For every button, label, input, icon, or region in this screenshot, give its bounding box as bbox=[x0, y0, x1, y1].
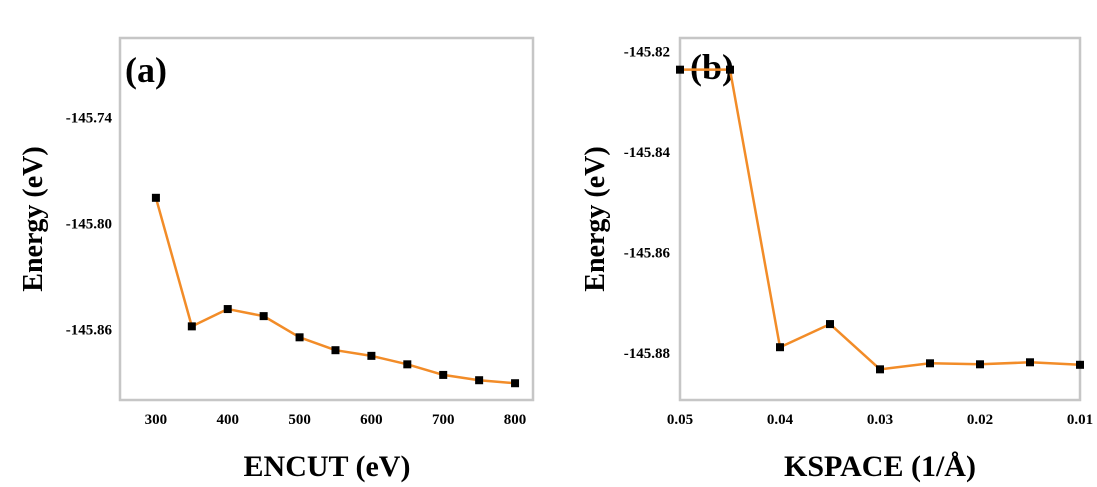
data-point bbox=[223, 305, 232, 314]
data-point bbox=[1026, 358, 1034, 367]
x-tick-label: 600 bbox=[360, 412, 383, 428]
data-point bbox=[726, 65, 734, 74]
data-point bbox=[826, 320, 834, 329]
x-tick-labels-a: 300 400 500 600 700 800 bbox=[145, 412, 527, 428]
data-point bbox=[676, 65, 684, 74]
y-tick-label: -145.86 bbox=[66, 322, 113, 338]
x-tick-label: 700 bbox=[432, 412, 455, 428]
x-axis-title-a: ENCUT (eV) bbox=[244, 450, 411, 483]
data-point bbox=[367, 351, 376, 360]
x-tick-label: 0.02 bbox=[967, 412, 993, 428]
data-point bbox=[151, 193, 160, 202]
x-tick-label: 300 bbox=[145, 412, 168, 428]
y-tick-label: -145.74 bbox=[66, 110, 113, 126]
y-tick-labels-b: -145.82 -145.84 -145.86 -145.88 bbox=[624, 45, 671, 363]
y-axis-title-a: Energy (eV) bbox=[18, 146, 49, 291]
y-tick-label: -145.88 bbox=[624, 346, 670, 362]
data-point bbox=[776, 343, 784, 352]
plot-frame-b bbox=[678, 36, 1082, 402]
panel-label-a: (a) bbox=[125, 50, 167, 90]
x-tick-label: 0.03 bbox=[867, 412, 893, 428]
x-tick-label: 0.01 bbox=[1067, 412, 1093, 428]
data-point bbox=[439, 370, 448, 379]
x-tick-label: 500 bbox=[288, 412, 311, 428]
y-tick-labels-a: -145.74 -145.80 -145.86 bbox=[66, 110, 113, 338]
data-point bbox=[876, 365, 884, 374]
data-point bbox=[295, 333, 304, 342]
series-line bbox=[154, 197, 516, 385]
data-point bbox=[403, 360, 412, 369]
series-b bbox=[676, 65, 1084, 374]
data-point bbox=[511, 379, 520, 388]
y-tick-label: -145.84 bbox=[624, 145, 671, 161]
panel-b: (b) KSPACE (1/Å) Energy (eV) 0.05 0.04 0.0… bbox=[580, 36, 1093, 483]
y-tick-label: -145.80 bbox=[66, 216, 112, 232]
x-tick-label: 0.04 bbox=[767, 412, 794, 428]
plot-frame-a bbox=[118, 36, 535, 402]
data-point bbox=[475, 376, 484, 385]
data-point bbox=[976, 360, 984, 369]
x-tick-label: 400 bbox=[216, 412, 239, 428]
y-tick-label: -145.82 bbox=[624, 45, 670, 61]
x-tick-label: 0.05 bbox=[667, 412, 693, 428]
y-tick-label: -145.86 bbox=[624, 246, 671, 262]
panel-a: (a) ENCUT (eV) Energy (eV) 300 400 500 600 7… bbox=[18, 36, 535, 483]
series-line bbox=[680, 68, 1081, 371]
x-axis-title-b: KSPACE (1/Å) bbox=[784, 450, 976, 483]
data-point bbox=[331, 346, 340, 355]
data-point bbox=[259, 312, 268, 321]
x-tick-label: 800 bbox=[504, 412, 527, 428]
y-axis-title-b: Energy (eV) bbox=[580, 146, 611, 291]
x-tick-labels-b: 0.05 0.04 0.03 0.02 0.01 bbox=[667, 412, 1093, 428]
data-point bbox=[187, 322, 196, 331]
data-point bbox=[1076, 360, 1084, 369]
series-a bbox=[151, 193, 520, 388]
data-point bbox=[926, 359, 934, 368]
